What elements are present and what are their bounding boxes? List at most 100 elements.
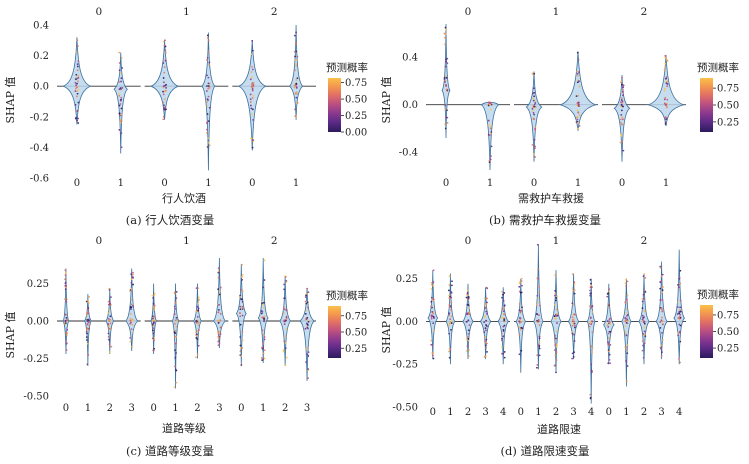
data-point	[642, 275, 645, 278]
data-point	[107, 332, 110, 335]
data-point	[678, 311, 681, 313]
data-point	[520, 349, 523, 352]
violin	[171, 283, 180, 389]
data-point	[624, 317, 627, 319]
data-point	[120, 96, 123, 99]
data-point	[663, 87, 666, 90]
data-point	[664, 65, 667, 68]
data-point	[679, 316, 682, 319]
data-point	[205, 131, 208, 134]
data-point	[239, 336, 242, 338]
data-point	[554, 335, 557, 337]
violin	[613, 75, 631, 162]
data-point	[217, 311, 220, 314]
data-point	[282, 349, 285, 351]
data-point	[152, 327, 155, 330]
data-point	[571, 331, 574, 333]
data-point	[241, 330, 244, 333]
data-point	[206, 59, 208, 61]
y-tick-label: 0.4	[402, 53, 418, 64]
data-point	[260, 312, 263, 315]
data-point	[620, 121, 622, 124]
data-point	[534, 106, 537, 109]
data-point	[607, 332, 610, 335]
data-point	[251, 113, 254, 116]
colorbar-tick-label: 0.75	[717, 310, 739, 321]
data-point	[626, 380, 628, 383]
data-point	[519, 328, 522, 331]
data-point	[262, 333, 265, 336]
data-point	[197, 287, 200, 290]
data-point	[261, 359, 264, 362]
data-point	[448, 312, 451, 315]
data-point	[443, 78, 446, 81]
data-point	[572, 313, 575, 316]
x-tick-label: 2	[553, 407, 559, 418]
x-tick-label: 4	[676, 407, 682, 418]
data-point	[501, 352, 503, 355]
data-point	[431, 354, 434, 357]
data-point	[120, 113, 123, 116]
data-point	[537, 291, 540, 294]
data-point	[250, 76, 253, 78]
data-point	[679, 306, 682, 309]
data-point	[450, 322, 453, 324]
data-point	[555, 330, 558, 333]
y-tick-label: 0.2	[33, 51, 49, 62]
data-point	[162, 86, 165, 89]
data-point	[626, 365, 629, 367]
data-point	[173, 313, 176, 315]
data-point	[76, 110, 79, 113]
data-point	[162, 90, 164, 93]
facet-label: 0	[465, 6, 472, 18]
data-point	[208, 61, 211, 64]
data-point	[521, 327, 524, 330]
data-point	[679, 340, 682, 343]
data-point	[574, 314, 576, 316]
data-point	[622, 84, 624, 87]
data-point	[175, 297, 178, 300]
data-point	[251, 65, 253, 68]
violin	[125, 268, 139, 352]
x-axis-label: 需救护车救援	[518, 191, 584, 205]
data-point	[217, 322, 220, 324]
data-point	[164, 45, 167, 48]
data-point	[118, 128, 121, 131]
data-point	[65, 300, 68, 303]
data-point	[538, 320, 541, 323]
data-point	[575, 121, 578, 124]
data-point	[282, 350, 285, 353]
data-point	[305, 302, 308, 305]
data-point	[304, 296, 307, 298]
data-point	[444, 33, 447, 35]
data-point	[448, 322, 451, 325]
data-point	[306, 287, 309, 290]
data-point	[131, 331, 134, 333]
data-point	[206, 105, 209, 108]
data-point	[533, 72, 536, 75]
data-point	[294, 55, 297, 58]
data-point	[107, 312, 110, 315]
data-point	[77, 45, 79, 48]
y-tick-label: -0.4	[30, 143, 49, 154]
data-point	[75, 73, 78, 76]
data-point	[624, 330, 627, 333]
data-point	[86, 314, 89, 317]
data-point	[483, 355, 486, 358]
data-point	[642, 344, 644, 347]
data-point	[206, 113, 209, 115]
data-point	[164, 58, 167, 61]
data-point	[485, 324, 488, 327]
data-point	[553, 317, 556, 319]
data-point	[554, 292, 557, 295]
data-point	[626, 344, 629, 347]
data-point	[536, 321, 538, 323]
violin	[62, 268, 70, 355]
data-point	[131, 320, 134, 322]
data-point	[503, 318, 506, 320]
data-point	[663, 69, 666, 71]
data-point	[196, 315, 199, 318]
data-point	[622, 90, 624, 93]
data-point	[173, 365, 176, 368]
